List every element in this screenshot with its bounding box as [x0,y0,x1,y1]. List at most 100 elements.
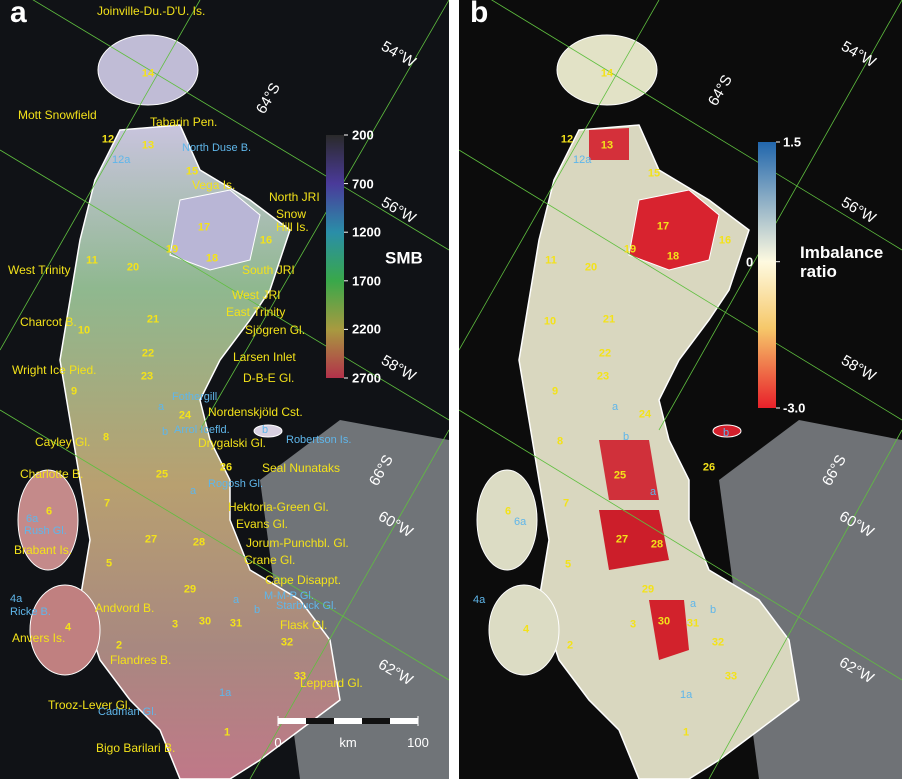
sub-label: 1a [219,687,231,700]
panel-letter: a [10,6,27,19]
sub-label: b [710,604,716,617]
sub-label: Rush Gl. [24,525,67,538]
colorbar [326,135,344,378]
basin-id: 18 [206,253,218,266]
basin-id: 16 [719,235,731,248]
basin-id: 29 [642,584,654,597]
colorbar-tick-label: 1200 [352,226,381,239]
place-name: Cayley Gl. [35,436,90,449]
place-name: Andvord B. [95,602,154,615]
place-name: Anvers Is. [12,632,65,645]
basin-id: 11 [86,255,98,268]
sub-label: Fothergill [172,391,217,404]
sub-label: a [690,598,696,611]
basin-id: 31 [230,618,242,631]
basin-id: 18 [667,251,679,264]
basin-id: 12 [102,134,114,147]
sub-label: b [162,426,168,439]
basin-id: 3 [172,619,178,632]
sub-label: 12a [573,154,591,167]
scale-bar [278,718,418,724]
sub-label: a [233,594,239,607]
basin-id: 13 [142,140,154,153]
basin-id: 32 [712,637,724,650]
place-name: Leppard Gl. [300,677,363,690]
basin-id: 14 [601,68,613,81]
sub-label: North Duse B. [182,142,251,155]
basin-id: 12 [561,134,573,147]
basin-id: 27 [616,534,628,547]
scale-unit: km [339,736,356,749]
sub-label: b [623,431,629,444]
sub-label: a [612,401,618,414]
basin-id: 15 [186,166,198,179]
basin-id: 26 [220,462,232,475]
basin-id: 11 [545,255,557,268]
basin-id: 1 [224,727,230,740]
colorbar-tick-label: 700 [352,177,374,190]
place-name: D-B-E Gl. [243,372,294,385]
basin-id: 4 [65,622,71,635]
place-name: Flask Gl. [280,619,327,632]
basin-id: 5 [106,558,112,571]
basin-id: 28 [193,537,205,550]
basin-id: 28 [651,539,663,552]
basin-id: 31 [687,618,699,631]
colorbar-title: SMB [385,252,423,265]
place-name: Sjögren Gl. [245,324,305,337]
basin-id: 19 [166,244,178,257]
basin-id: 2 [567,640,573,653]
panel-letter: b [470,6,488,19]
sub-label: Rogosh Gl. [208,478,263,491]
colorbar-tick-label: 0 [746,255,753,268]
place-name: Flandres B. [110,654,171,667]
place-name: Joinville-Du.-D'U. Is. [97,5,205,18]
sub-label: 12a [112,154,130,167]
place-name: Seal Nunataks [262,462,340,475]
sub-label: a [190,485,196,498]
basin-id: 24 [179,410,191,423]
place-name: Bigo Barilari B. [96,742,175,755]
basin-id: 19 [624,244,636,257]
sub-label: b [254,604,260,617]
basin-id: 15 [648,168,660,181]
basin-id: 33 [725,671,737,684]
basin-id: 13 [601,140,613,153]
basin-id: 24 [639,409,651,422]
colorbar-tick-label: 200 [352,129,374,142]
sub-label: Arrol Icefld. [174,424,230,437]
sub-label: 4a [473,594,485,607]
sub-label: Cadman Gl. [98,706,157,719]
sub-label: b [262,424,268,437]
basin-id: 17 [657,221,669,234]
basin-id: 27 [145,534,157,547]
place-name: Evans Gl. [236,518,288,531]
basin-id: 4 [523,624,529,637]
place-name: Brabant Is. [14,544,72,557]
place-name: West Trinity [8,264,70,277]
basin-id: 17 [198,222,210,235]
place-name: Drygalski Gl. [198,437,266,450]
basin-id: 9 [552,386,558,399]
scale-tick-label: 0 [274,736,281,749]
place-name: Charlotte B. [20,468,83,481]
colorbar-tick-label: 1700 [352,274,381,287]
place-name: Nordenskjöld Cst. [208,406,303,419]
basin-id: 20 [585,262,597,275]
place-name: Jorum-Punchbl. Gl. [246,537,349,550]
basin-id: 10 [78,325,90,338]
place-name: East Trinity [226,306,285,319]
basin-id: 8 [103,432,109,445]
sub-label: a [650,486,656,499]
sub-label: 6a [514,516,526,529]
basin-id: 10 [544,316,556,329]
colorbar-tick-label: 2200 [352,323,381,336]
colorbar-tick-label: -3.0 [783,402,805,415]
place-name: Crane Gl. [244,554,295,567]
place-name: Larsen Inlet [233,351,296,364]
colorbar-tick-label: 2700 [352,372,381,385]
basin-id: 2 [116,640,122,653]
basin-id: 7 [104,498,110,511]
place-name: South JRI [242,264,295,277]
sub-label: 4a [10,593,22,606]
